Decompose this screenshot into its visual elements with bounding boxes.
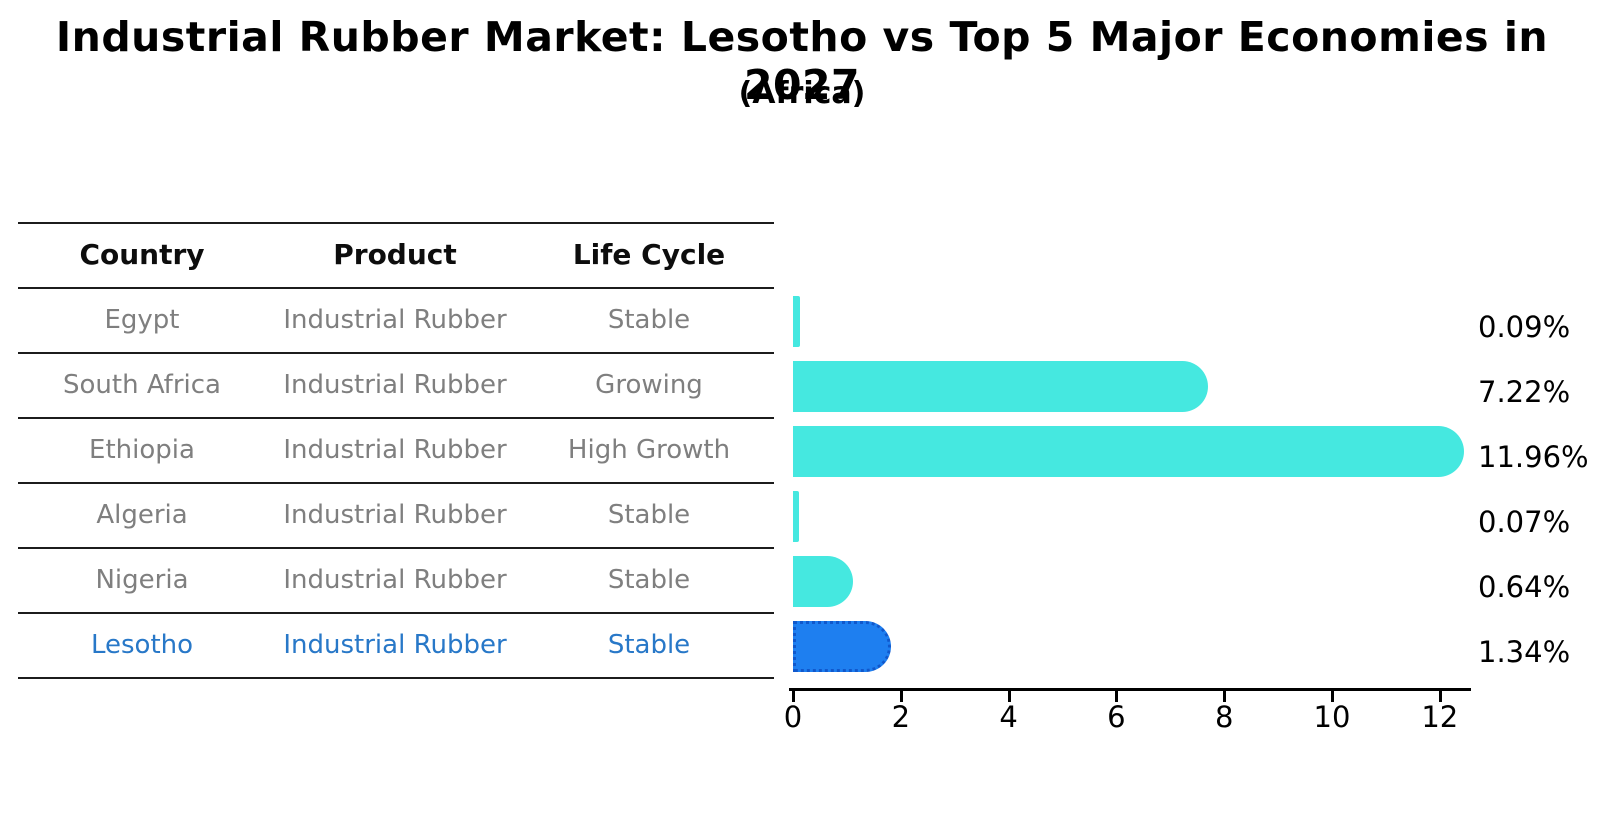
cell-product: Industrial Rubber xyxy=(283,369,507,400)
x-tick-label: 0 xyxy=(783,700,803,734)
table-border-line xyxy=(18,287,774,289)
cell-lifecycle: Stable xyxy=(607,564,691,595)
x-tick-label: 8 xyxy=(1214,700,1234,734)
chart-subtitle: (Africa) xyxy=(738,76,866,111)
header-cell-country: Country xyxy=(79,238,205,271)
value-label: 0.64% xyxy=(1478,570,1571,604)
bar-nigeria xyxy=(793,556,854,607)
table-row: Algeria Industrial Rubber Stable xyxy=(18,482,774,547)
cell-lifecycle: Stable xyxy=(607,304,691,335)
x-tick xyxy=(899,691,903,702)
x-tick xyxy=(792,691,795,702)
cell-lifecycle: Growing xyxy=(595,369,703,400)
x-tick xyxy=(1331,691,1334,702)
table-border-line xyxy=(18,417,774,419)
cell-country: Nigeria xyxy=(95,564,189,595)
x-tick-label: 2 xyxy=(891,700,911,734)
x-tick xyxy=(1223,691,1227,702)
x-tick-label: 12 xyxy=(1421,700,1459,734)
cell-country: Egypt xyxy=(104,304,180,335)
table-border-line xyxy=(18,677,774,679)
cell-product: Industrial Rubber xyxy=(283,564,507,595)
bar-south-africa xyxy=(793,361,1209,412)
cell-country: Lesotho xyxy=(90,629,194,660)
bar-lesotho xyxy=(793,621,892,672)
chart-title: Industrial Rubber Market: Lesotho vs Top… xyxy=(55,13,1549,109)
cell-product: Industrial Rubber xyxy=(283,629,507,660)
cell-country: South Africa xyxy=(63,369,221,400)
cell-lifecycle: Stable xyxy=(607,499,691,530)
bar-egypt xyxy=(793,296,800,347)
table-border-line xyxy=(18,222,774,224)
cell-product: Industrial Rubber xyxy=(283,434,507,465)
x-tick-label: 10 xyxy=(1313,700,1351,734)
bar-algeria xyxy=(793,491,799,542)
cell-country: Ethiopia xyxy=(89,434,195,465)
header-cell-lifecycle: Life Cycle xyxy=(572,238,726,271)
table-header-row: Country Product Life Cycle xyxy=(18,222,774,287)
value-label: 0.09% xyxy=(1478,310,1571,344)
cell-product: Industrial Rubber xyxy=(283,499,507,530)
cell-lifecycle: High Growth xyxy=(567,434,731,465)
table-border-line xyxy=(18,547,774,549)
table-row: Nigeria Industrial Rubber Stable xyxy=(18,547,774,612)
header-cell-product: Product xyxy=(333,238,457,271)
cell-country: Algeria xyxy=(96,499,188,530)
value-label: 11.96% xyxy=(1478,440,1589,474)
table-border-line xyxy=(18,352,774,354)
value-label: 1.34% xyxy=(1478,635,1571,669)
table-row-lesotho: Lesotho Industrial Rubber Stable xyxy=(18,612,774,677)
bar-ethiopia xyxy=(793,426,1464,477)
value-label: 7.22% xyxy=(1478,375,1571,409)
table-row: South Africa Industrial Rubber Growing xyxy=(18,352,774,417)
cell-product: Industrial Rubber xyxy=(283,304,507,335)
x-axis-line xyxy=(789,688,1471,691)
x-tick-label: 6 xyxy=(1107,700,1126,734)
table-border-line xyxy=(18,482,774,484)
table-border-line xyxy=(18,612,774,614)
x-tick-label: 4 xyxy=(999,700,1018,734)
table-row: Ethiopia Industrial Rubber High Growth xyxy=(18,417,774,482)
x-tick xyxy=(1115,691,1119,702)
value-label: 0.07% xyxy=(1478,505,1571,539)
cell-lifecycle: Stable xyxy=(607,629,691,660)
table-row: Egypt Industrial Rubber Stable xyxy=(18,287,774,352)
x-tick xyxy=(1007,691,1011,702)
x-tick xyxy=(1438,691,1442,702)
